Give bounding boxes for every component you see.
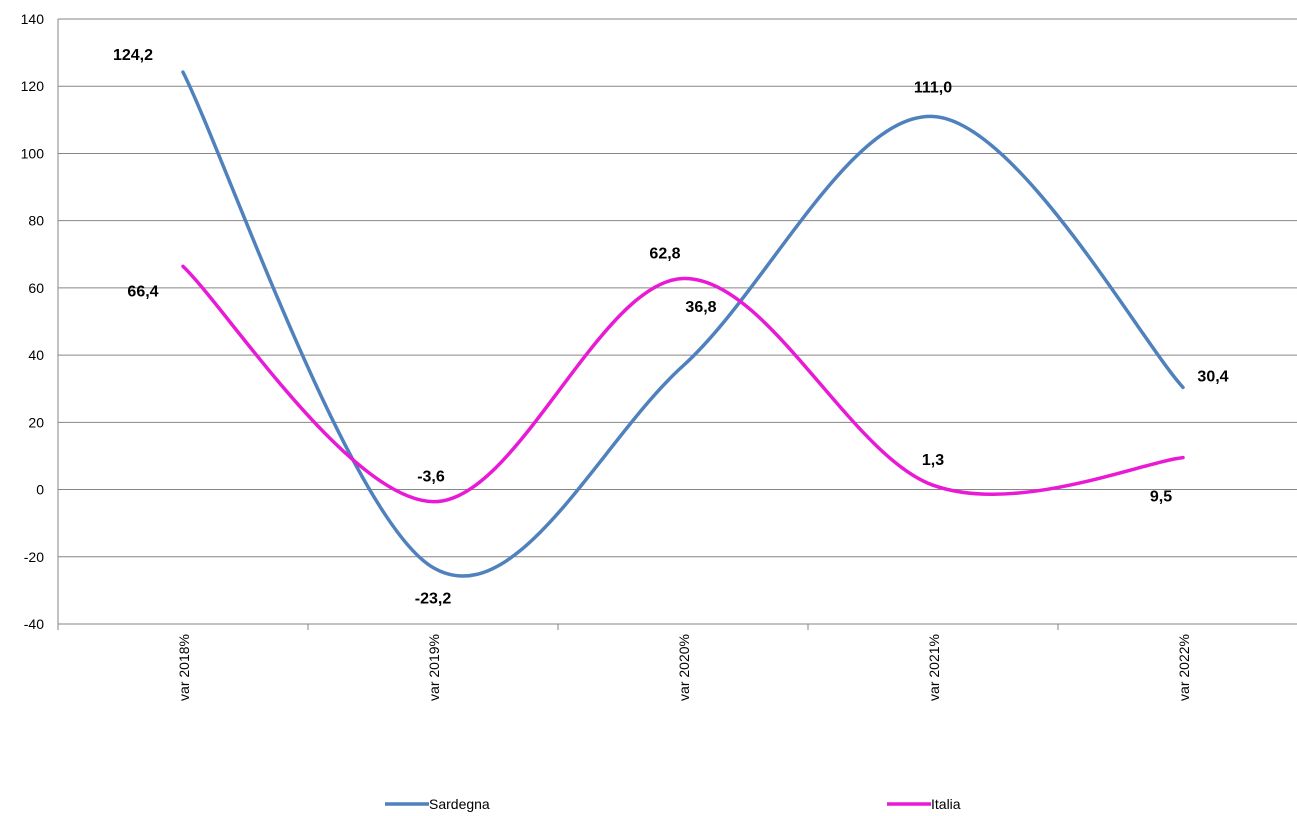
x-tick-label: var 2019% (426, 634, 442, 701)
y-tick-label: 140 (21, 11, 45, 27)
legend-item-italia: Italia (887, 796, 961, 812)
y-tick-label: -40 (24, 616, 44, 632)
data-label: 66,4 (127, 283, 158, 300)
series-line-sardegna (181, 70, 1185, 578)
data-label: 9,5 (1150, 489, 1172, 506)
data-labels: 124,2 -23,2 36,8 111,0 30,4 66,4 -3,6 62,8 1,3 9,… (113, 47, 1229, 607)
y-tick-label: -20 (24, 549, 44, 565)
x-tick-label: var 2020% (676, 634, 692, 701)
gridlines (57, 18, 1297, 630)
series-line-italia (181, 264, 1185, 504)
y-tick-label: 100 (21, 145, 45, 161)
x-tick-label: var 2021% (926, 634, 942, 701)
data-label: 30,4 (1197, 368, 1228, 385)
data-label: 36,8 (685, 299, 716, 316)
data-label: 124,2 (113, 47, 153, 64)
y-axis-ticks: -40 -20 0 20 40 60 80 100 120 140 (21, 11, 45, 632)
legend-label: Italia (931, 796, 961, 812)
y-tick-label: 40 (28, 347, 44, 363)
legend-item-sardegna: Sardegna (385, 796, 490, 812)
series-lines (181, 70, 1185, 578)
x-tick-label: var 2022% (1176, 634, 1192, 701)
y-tick-label: 20 (28, 414, 44, 430)
data-label: 1,3 (922, 452, 944, 469)
data-label: -3,6 (417, 469, 445, 486)
data-label: 62,8 (649, 245, 680, 262)
y-tick-label: 120 (21, 78, 45, 94)
y-tick-label: 0 (36, 482, 44, 498)
data-label: -23,2 (415, 591, 452, 608)
legend: Sardegna Italia (385, 796, 961, 812)
y-tick-label: 80 (28, 213, 44, 229)
x-tick-label: var 2018% (176, 634, 192, 701)
data-label: 111,0 (914, 79, 952, 96)
y-tick-label: 60 (28, 280, 44, 296)
x-axis-ticks: var 2018% var 2019% var 2020% var 2021% var … (176, 634, 1192, 701)
legend-label: Sardegna (429, 796, 490, 812)
